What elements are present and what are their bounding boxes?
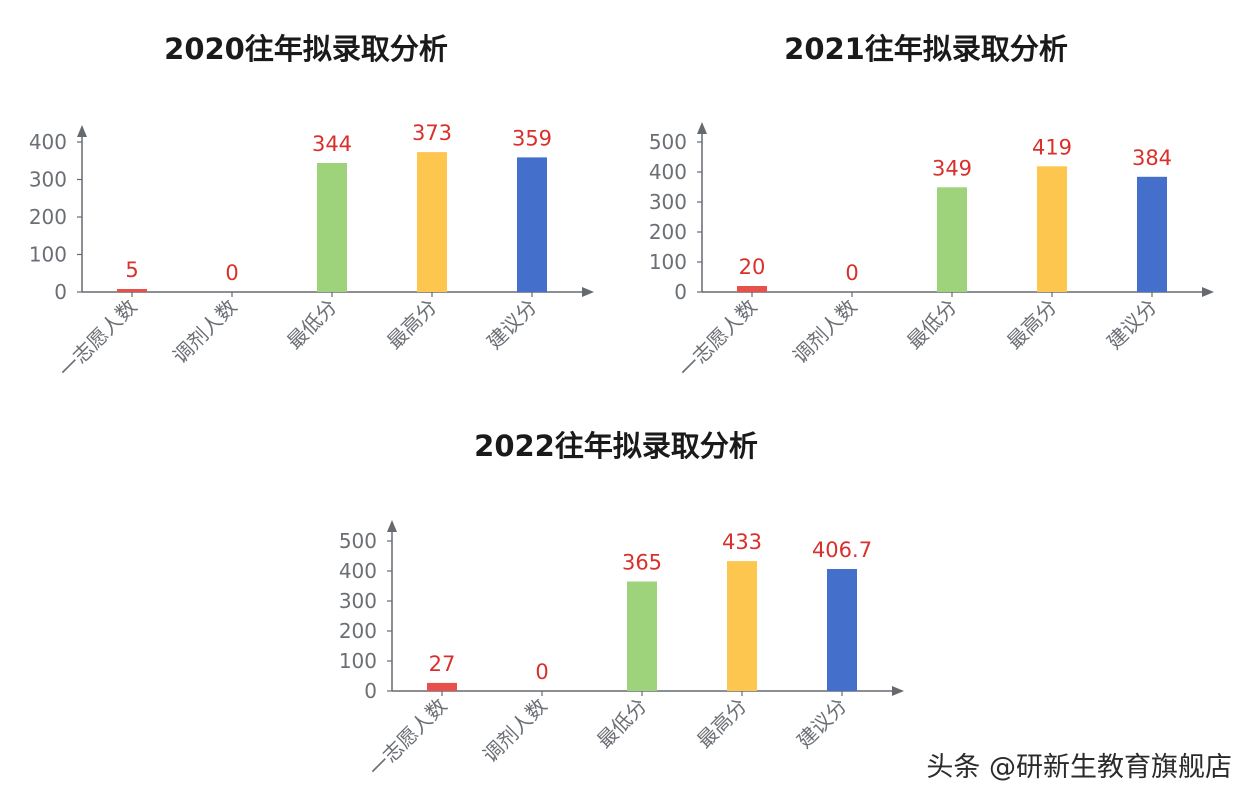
bar — [627, 581, 657, 691]
y-tick-label: 300 — [649, 190, 687, 214]
chart-title: 2020往年拟录取分析 — [164, 32, 448, 66]
bar-value-label: 384 — [1132, 146, 1172, 170]
x-category-label: 建议分 — [792, 694, 851, 753]
x-axis-arrow-icon — [892, 686, 904, 696]
bar — [1137, 176, 1167, 292]
y-tick-label: 200 — [339, 619, 377, 643]
chart-title: 2022往年拟录取分析 — [474, 429, 758, 463]
bar — [417, 152, 447, 292]
x-axis-arrow-icon — [582, 287, 594, 297]
bar — [727, 561, 757, 691]
y-tick-label: 100 — [29, 243, 67, 267]
bar-value-label: 349 — [932, 156, 972, 180]
y-tick-label: 200 — [649, 220, 687, 244]
bar-value-label: 406.7 — [812, 538, 872, 562]
y-tick-label: 400 — [649, 160, 687, 184]
watermark-text: 头条 @研新生教育旗舰店 — [926, 752, 1232, 783]
bar-value-label: 0 — [225, 261, 238, 285]
bar-value-label: 0 — [535, 660, 548, 684]
bar-value-label: 373 — [412, 121, 452, 145]
y-tick-label: 0 — [364, 679, 377, 703]
x-axis-arrow-icon — [1202, 287, 1214, 297]
y-tick-label: 0 — [674, 280, 687, 304]
bar-value-label: 359 — [512, 126, 552, 150]
y-tick-label: 100 — [339, 649, 377, 673]
bar-value-label: 344 — [312, 132, 352, 156]
bar — [517, 157, 547, 292]
y-tick-label: 0 — [54, 280, 67, 304]
y-tick-label: 100 — [649, 250, 687, 274]
bar-value-label: 5 — [125, 258, 138, 282]
y-tick-label: 400 — [339, 559, 377, 583]
bar-value-label: 27 — [429, 652, 456, 676]
x-category-label: 最低分 — [592, 694, 651, 753]
bar — [827, 568, 857, 691]
bar — [737, 286, 767, 292]
y-axis-arrow-icon — [77, 125, 87, 137]
bar-value-label: 419 — [1032, 135, 1072, 159]
bar — [427, 682, 457, 691]
y-tick-label: 200 — [29, 205, 67, 229]
chart-title: 2021往年拟录取分析 — [784, 32, 1068, 66]
y-tick-label: 500 — [339, 529, 377, 553]
bar-value-label: 433 — [722, 530, 762, 554]
y-tick-label: 500 — [649, 130, 687, 154]
x-category-label: 一志愿人数 — [364, 694, 452, 782]
x-category-label: 调剂人数 — [478, 694, 552, 768]
x-category-label: 最高分 — [692, 694, 751, 753]
y-axis-arrow-icon — [697, 122, 707, 134]
y-tick-label: 400 — [29, 130, 67, 154]
y-tick-label: 300 — [339, 589, 377, 613]
y-tick-label: 300 — [29, 168, 67, 192]
bar — [937, 187, 967, 292]
bar — [1037, 166, 1067, 292]
bar-value-label: 365 — [622, 551, 662, 575]
y-axis-arrow-icon — [387, 520, 397, 532]
bar-value-label: 0 — [845, 261, 858, 285]
bar-value-label: 20 — [739, 255, 766, 279]
bar — [317, 163, 347, 292]
bar — [117, 289, 147, 292]
